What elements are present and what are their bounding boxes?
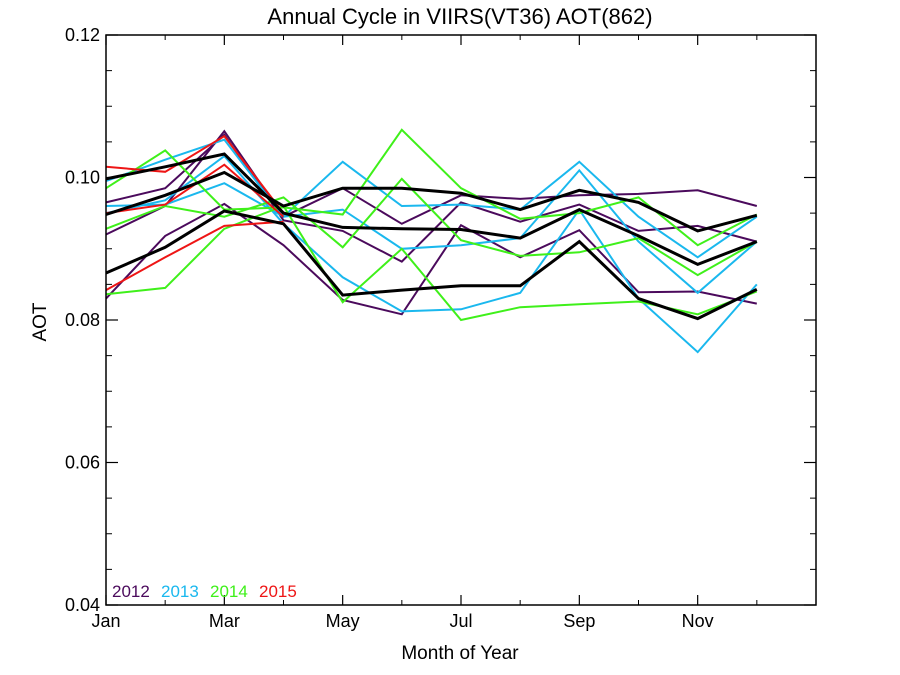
ticks-layer: Jan Mar May Jul Sep Nov 0.04 0.06 0.08 0.10 0.12 [65,25,816,631]
legend-entry-2012: 2012 [112,582,150,601]
series-line-8 [105,177,758,277]
x-tick-label: Sep [563,611,595,631]
x-tick-label: Jan [91,611,120,631]
y-tick-label: 0.12 [65,25,100,45]
series-line-10 [105,134,285,214]
y-tick-label: 0.10 [65,168,100,188]
y-tick-label: 0.06 [65,453,100,473]
series-line-6 [105,154,758,354]
legend-entry-2014: 2014 [210,582,248,601]
series-line-13 [105,170,758,233]
chart-title: Annual Cycle in VIIRS(VT36) AOT(862) [267,4,652,29]
legend: 2012 2013 2014 2015 [112,582,297,601]
x-axis-label: Month of Year [401,643,519,664]
y-axis-label: AOT [30,302,51,341]
x-tick-label: May [326,611,360,631]
y-tick-label: 0.04 [65,595,100,615]
series-layer [105,128,758,354]
series-line-15 [105,209,758,321]
legend-entry-2015: 2015 [259,582,297,601]
series-line-5 [105,168,758,295]
series-line-7 [105,128,758,247]
series-line-14 [105,152,758,267]
x-tick-label: Nov [682,611,714,631]
x-tick-label: Mar [209,611,240,631]
series-line-12 [105,220,284,291]
x-tick-label: Jul [449,611,472,631]
series-line-3 [105,202,758,316]
legend-entry-2013: 2013 [161,582,199,601]
series-line-9 [105,204,758,322]
y-tick-label: 0.08 [65,310,100,330]
